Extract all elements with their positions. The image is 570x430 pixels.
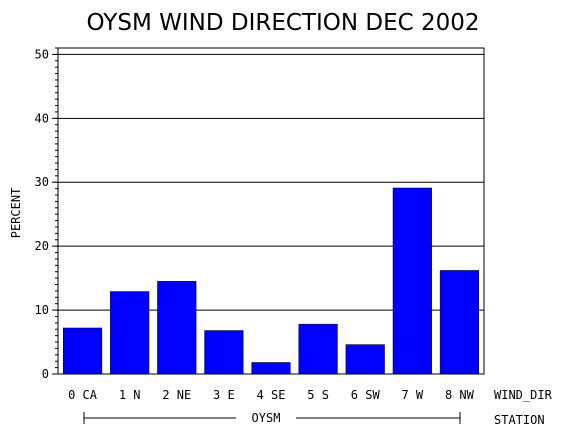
x-tick-label: 8 NW <box>445 388 475 402</box>
x-tick-label: 5 S <box>307 388 329 402</box>
y-tick-label: 0 <box>42 367 49 381</box>
y-tick-label: 50 <box>35 47 49 61</box>
y-axis-ticks: 0 10 20 30 40 50 <box>35 47 58 381</box>
station-group-bracket: OYSM <box>83 411 461 425</box>
bar-4-se <box>251 362 291 375</box>
y-tick-label: 30 <box>35 175 49 189</box>
y-tick-label: 10 <box>35 303 49 317</box>
bars <box>62 187 480 375</box>
bar-2-ne <box>157 281 197 375</box>
x-tick-label: 4 SE <box>257 388 286 402</box>
x-tick-label: 3 E <box>213 388 235 402</box>
x-tick-label: 2 NE <box>162 388 191 402</box>
y-axis-label: PERCENT <box>9 188 23 239</box>
chart-title: OYSM WIND DIRECTION DEC 2002 <box>86 10 479 36</box>
bar-6-sw <box>345 344 385 375</box>
x-axis-label: WIND_DIR <box>494 388 553 402</box>
x-tick-label: 1 N <box>119 388 141 402</box>
bar-8-nw <box>439 270 480 375</box>
y-tick-label: 20 <box>35 239 49 253</box>
x-tick-labels: 0 CA 1 N 2 NE 3 E 4 SE 5 S 6 SW 7 W 8 NW <box>68 388 475 402</box>
x-tick-label: 7 W <box>401 388 423 402</box>
plot-frame <box>57 47 485 375</box>
x-tick-label: 6 SW <box>351 388 381 402</box>
y-tick-label: 40 <box>35 111 49 125</box>
bar-7-w <box>392 187 432 375</box>
bar-0-ca <box>62 327 103 375</box>
bar-5-s <box>298 323 338 375</box>
station-group-label: OYSM <box>252 411 281 425</box>
bar-3-e <box>204 330 244 375</box>
station-axis-label: STATION <box>494 413 545 427</box>
bar-1-n <box>110 291 150 375</box>
x-tick-label: 0 CA <box>68 388 98 402</box>
